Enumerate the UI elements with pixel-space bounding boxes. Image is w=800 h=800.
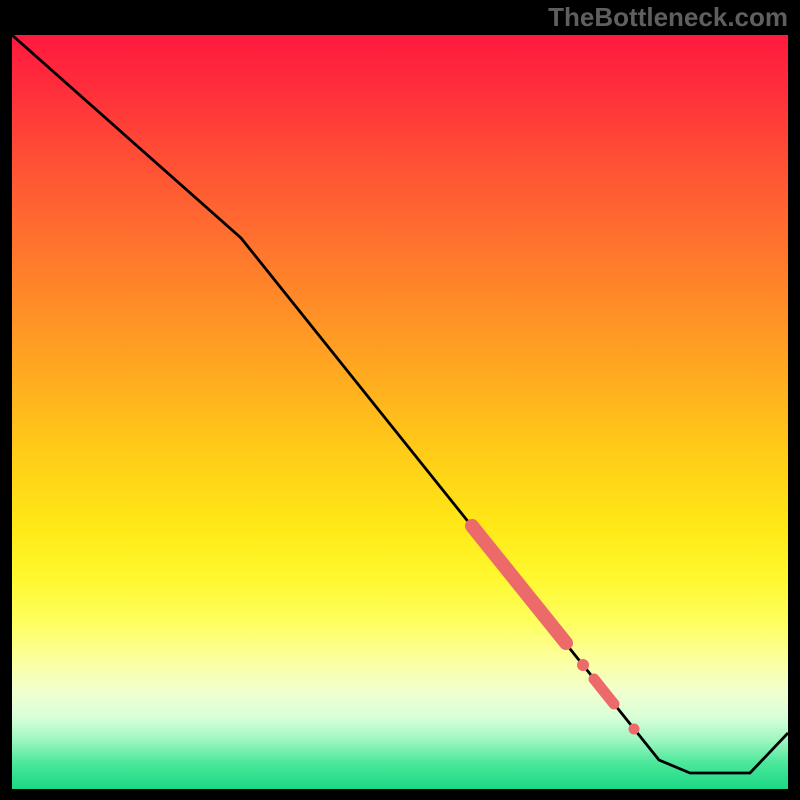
watermark-text: TheBottleneck.com (548, 2, 788, 33)
chart-area (12, 35, 788, 789)
chart-svg (12, 35, 788, 789)
